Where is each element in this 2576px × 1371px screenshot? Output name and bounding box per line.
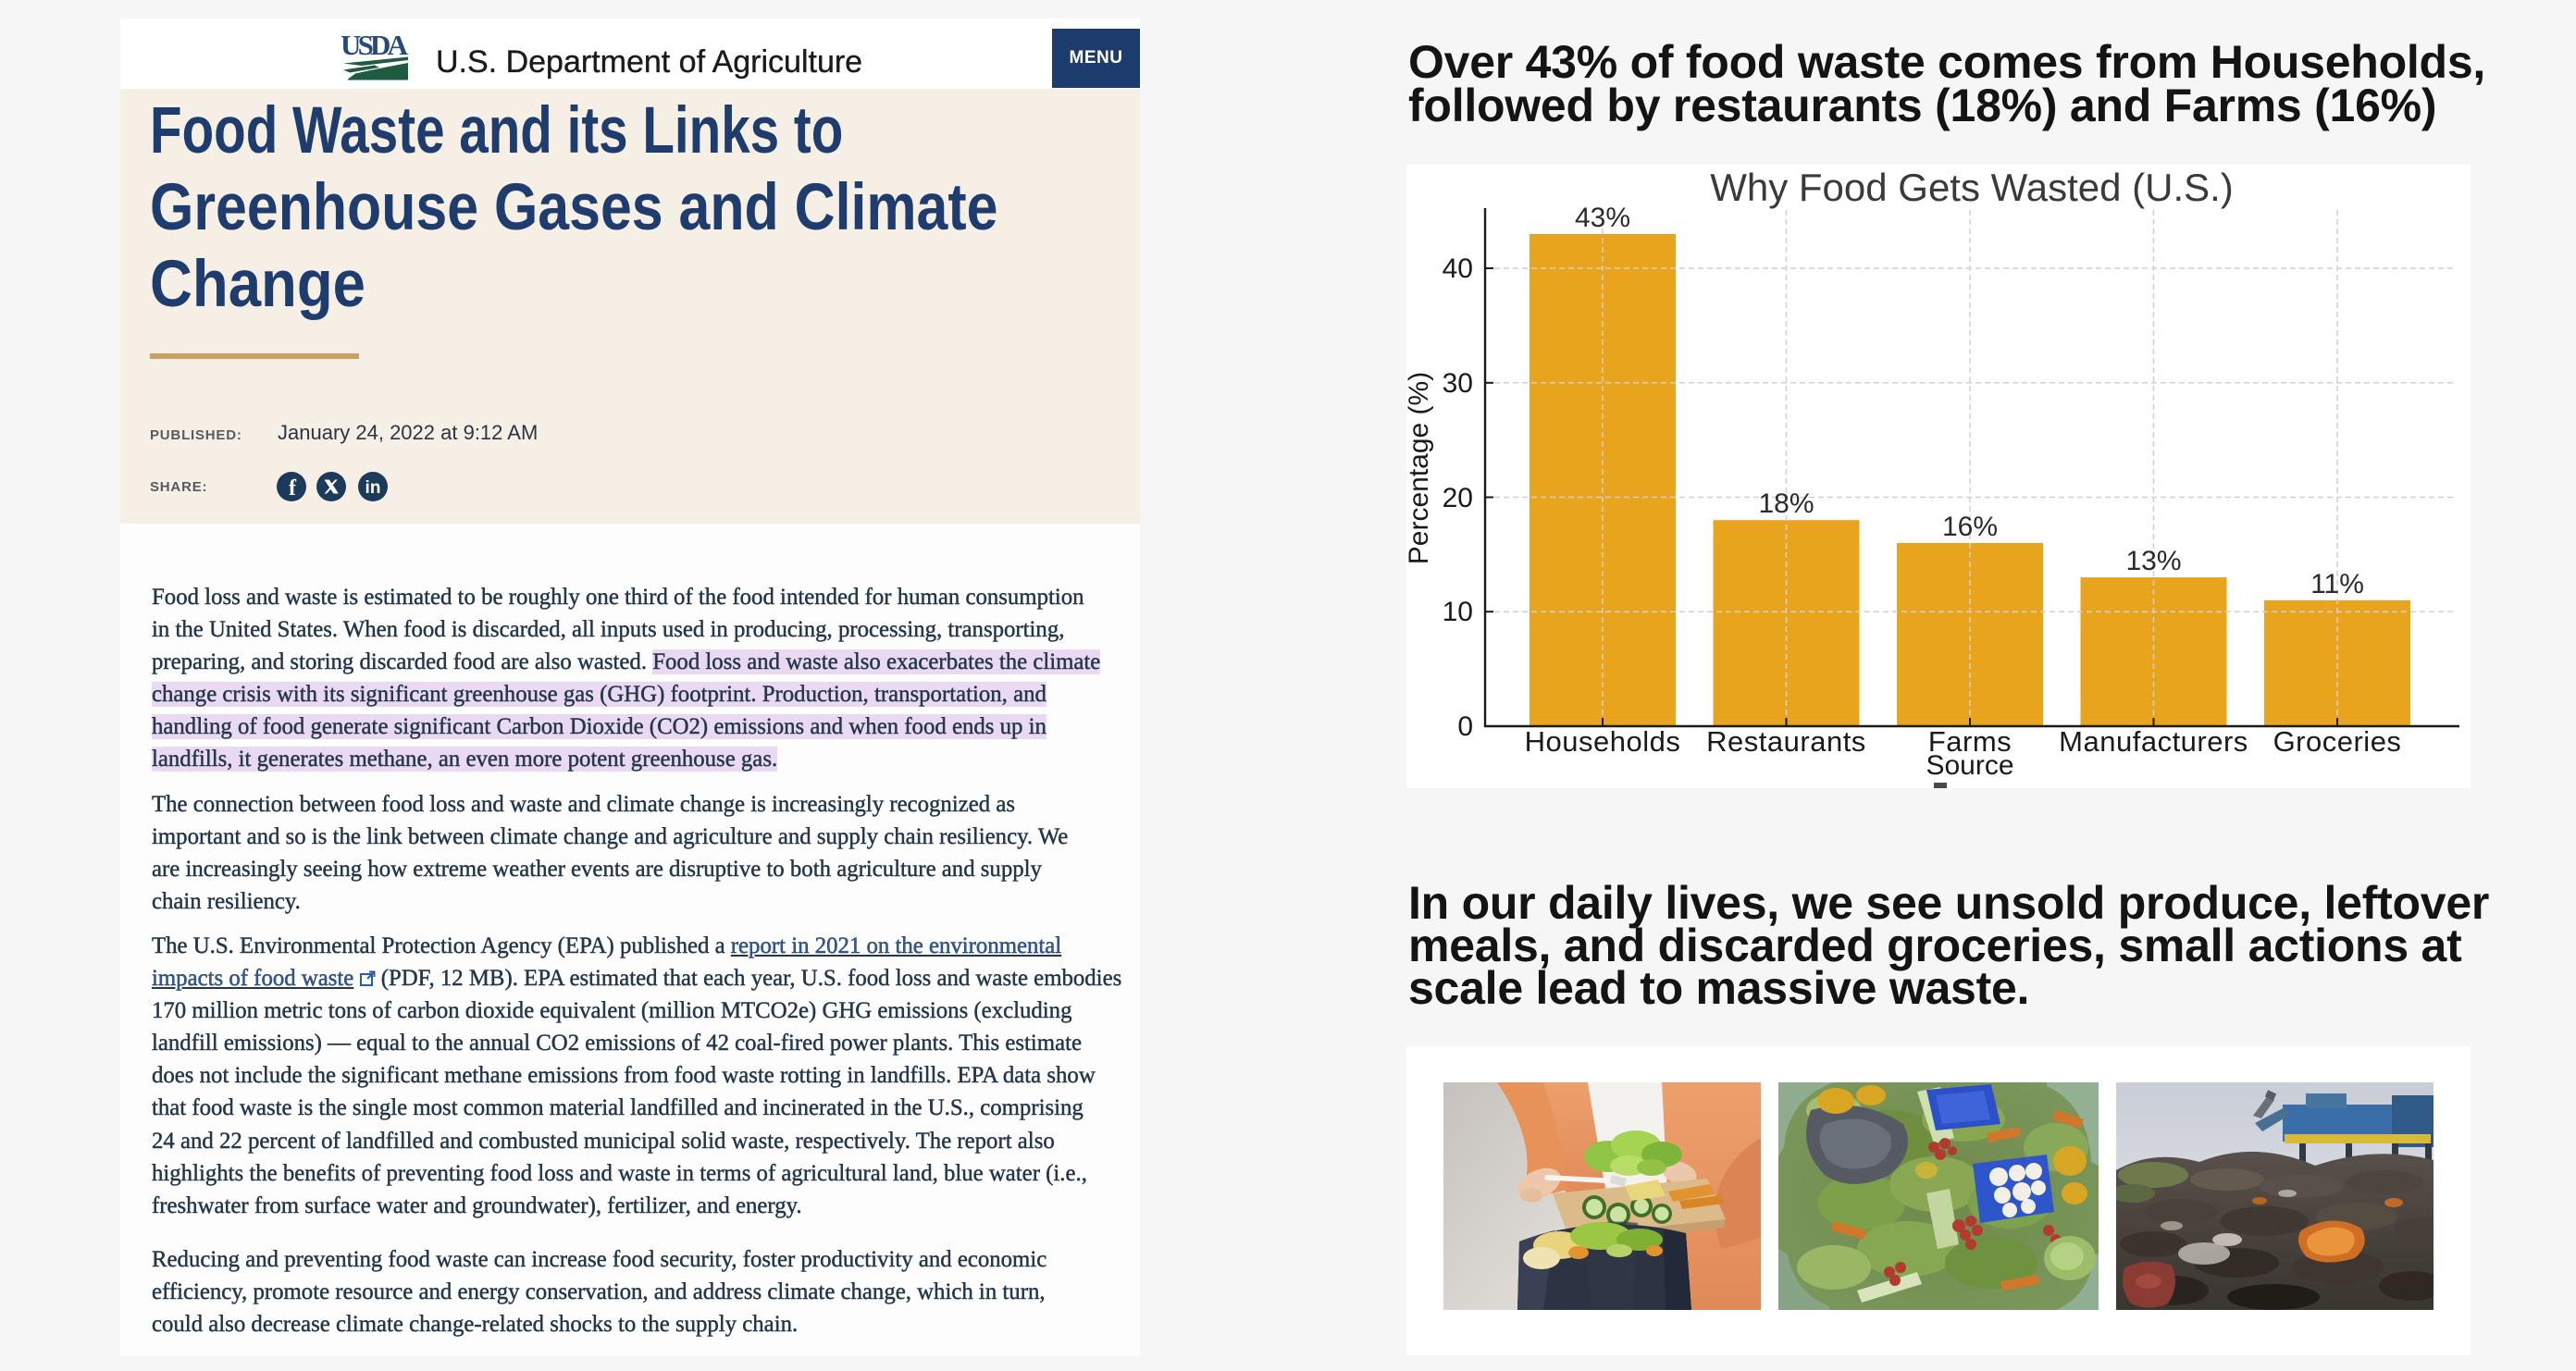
svg-text:Why Food Gets Wasted (U.S.): Why Food Gets Wasted (U.S.) <box>1710 166 2234 209</box>
svg-text:in: in <box>365 478 381 498</box>
svg-text:Households: Households <box>1525 725 1681 758</box>
svg-text:16%: 16% <box>1942 512 1998 542</box>
svg-text:Restaurants: Restaurants <box>1706 725 1866 758</box>
svg-text:Percentage (%): Percentage (%) <box>1406 372 1434 564</box>
svg-text:40: 40 <box>1443 253 1473 284</box>
svg-text:11%: 11% <box>2310 569 2364 599</box>
svg-text:Manufacturers: Manufacturers <box>2059 725 2248 758</box>
svg-text:Farms: Farms <box>1928 725 2012 758</box>
svg-text:Source: Source <box>1926 750 2013 781</box>
svg-text:18%: 18% <box>1758 488 1814 519</box>
svg-text:0: 0 <box>1457 711 1473 742</box>
svg-text:Groceries: Groceries <box>2273 725 2402 758</box>
svg-text:10: 10 <box>1443 597 1473 627</box>
svg-text:f: f <box>289 476 297 500</box>
svg-text:30: 30 <box>1443 368 1473 399</box>
svg-text:43%: 43% <box>1575 203 1630 233</box>
svg-text:20: 20 <box>1443 483 1473 513</box>
svg-text:13%: 13% <box>2125 546 2181 576</box>
svg-text:USDA: USDA <box>341 31 409 61</box>
